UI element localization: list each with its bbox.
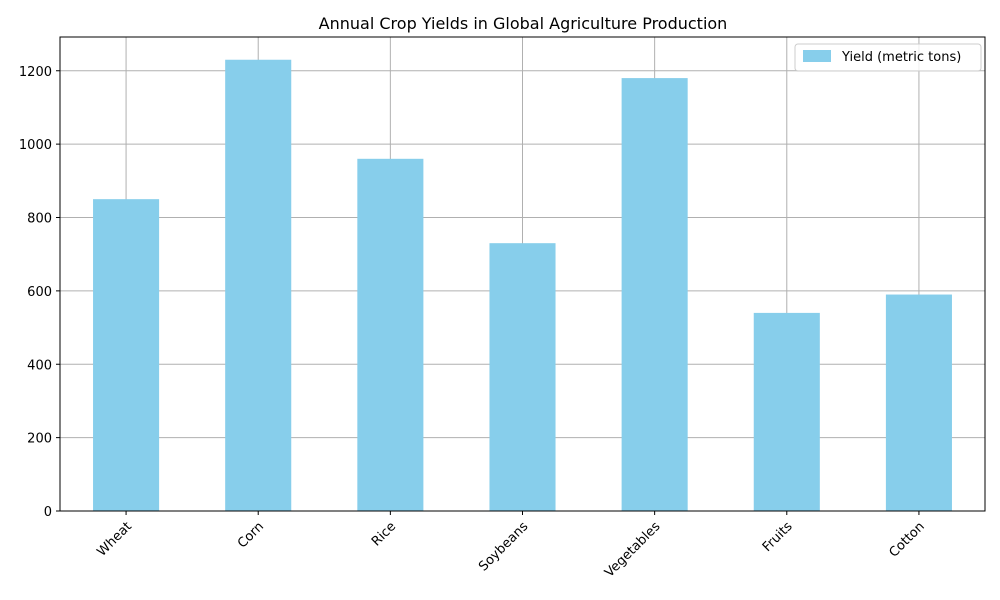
y-tick-label: 600	[27, 285, 52, 300]
legend-label: Yield (metric tons)	[841, 50, 961, 65]
legend-swatch	[803, 50, 831, 62]
x-tick-label: Rice	[369, 519, 399, 549]
bars	[93, 59, 952, 512]
bar-cotton	[885, 294, 952, 511]
y-tick-label: 200	[27, 432, 52, 447]
x-tick-label: Wheat	[94, 519, 134, 559]
bar-rice	[357, 158, 424, 511]
x-tick-label: Fruits	[760, 519, 796, 555]
y-tick-label: 1200	[19, 65, 52, 80]
x-tick-label: Vegetables	[602, 519, 664, 581]
bar-corn	[225, 59, 292, 512]
axes	[56, 36, 986, 515]
y-tick-label: 0	[44, 505, 52, 520]
x-tick-label: Soybeans	[476, 519, 531, 574]
x-tick-label: Corn	[235, 519, 267, 551]
y-tick-label: 1000	[19, 138, 52, 153]
bar-wheat	[93, 199, 160, 511]
bar-fruits	[753, 312, 820, 511]
y-tick-label: 400	[27, 358, 52, 373]
legend: Yield (metric tons)	[794, 43, 982, 72]
chart-title: Annual Crop Yields in Global Agriculture…	[319, 14, 728, 33]
legend-box	[794, 43, 982, 72]
y-tick-label: 800	[27, 212, 52, 227]
x-tick-label: Cotton	[886, 519, 927, 560]
bar-vegetables	[621, 78, 688, 511]
bar-soybeans	[489, 243, 556, 511]
